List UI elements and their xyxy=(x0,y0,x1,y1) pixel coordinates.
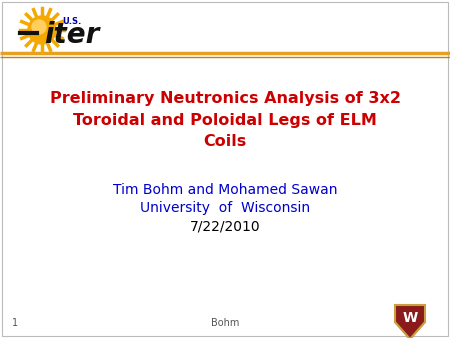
Text: iter: iter xyxy=(44,21,99,49)
Text: Preliminary Neutronics Analysis of 3x2
Toroidal and Poloidal Legs of ELM
Coils: Preliminary Neutronics Analysis of 3x2 T… xyxy=(50,92,400,148)
Polygon shape xyxy=(395,305,425,338)
Text: Bohm: Bohm xyxy=(211,318,239,328)
Circle shape xyxy=(32,20,46,34)
Text: W: W xyxy=(402,311,418,325)
Text: Tim Bohm and Mohamed Sawan: Tim Bohm and Mohamed Sawan xyxy=(113,183,337,197)
Text: 7/22/2010: 7/22/2010 xyxy=(190,219,260,233)
Circle shape xyxy=(28,16,56,44)
Text: U.S.: U.S. xyxy=(63,17,81,25)
Text: 1: 1 xyxy=(12,318,18,328)
Text: University  of  Wisconsin: University of Wisconsin xyxy=(140,201,310,215)
